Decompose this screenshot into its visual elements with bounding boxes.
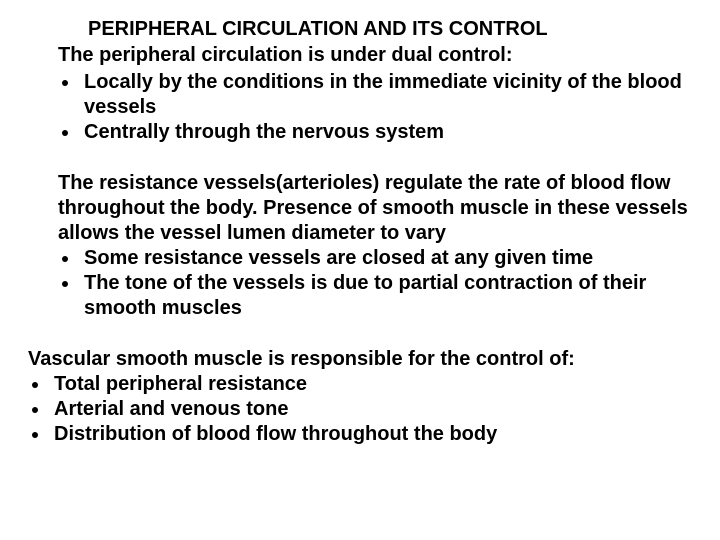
slide: PERIPHERAL CIRCULATION AND ITS CONTROL T… [0, 0, 720, 540]
list-item: Locally by the conditions in the immedia… [80, 70, 692, 120]
section2-para: The resistance vessels(arterioles) regul… [58, 171, 692, 246]
section3-intro: Vascular smooth muscle is responsible fo… [28, 347, 692, 372]
section1-bullets: Locally by the conditions in the immedia… [58, 70, 692, 145]
spacer [28, 321, 692, 347]
section1-intro: The peripheral circulation is under dual… [58, 43, 692, 68]
spacer [28, 145, 692, 171]
slide-title: PERIPHERAL CIRCULATION AND ITS CONTROL [88, 18, 692, 41]
list-item: Centrally through the nervous system [80, 120, 692, 145]
list-item: Distribution of blood flow throughout th… [50, 422, 692, 447]
list-item: Total peripheral resistance [50, 372, 692, 397]
list-item: Arterial and venous tone [50, 397, 692, 422]
list-item: The tone of the vessels is due to partia… [80, 271, 692, 321]
list-item: Some resistance vessels are closed at an… [80, 246, 692, 271]
section3-bullets: Total peripheral resistance Arterial and… [28, 372, 692, 447]
section2-bullets: Some resistance vessels are closed at an… [58, 246, 692, 321]
